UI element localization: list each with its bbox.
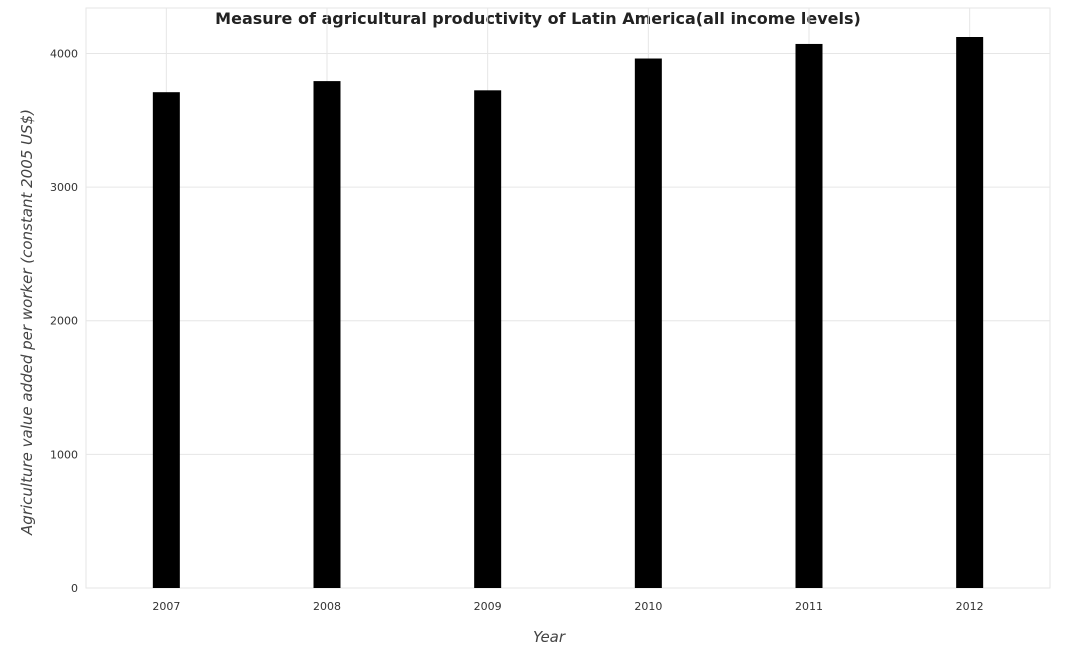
x-tick-label: 2009 xyxy=(474,600,502,613)
bar-2012 xyxy=(956,37,984,588)
bar-2009 xyxy=(474,90,502,589)
x-tick-label: 2007 xyxy=(152,600,180,613)
y-axis-ticks: 0 1000 2000 3000 4000 xyxy=(50,47,78,595)
bar-2010 xyxy=(634,58,662,589)
gridlines xyxy=(85,7,1051,589)
y-tick-label: 1000 xyxy=(50,448,78,461)
x-axis-label: Year xyxy=(533,628,566,646)
chart-title: Measure of agricultural productivity of … xyxy=(215,9,861,28)
x-axis-ticks: 2007 2008 2009 2010 2011 2012 xyxy=(152,600,983,613)
x-tick-label: 2012 xyxy=(956,600,984,613)
y-tick-label: 2000 xyxy=(50,315,78,328)
x-tick-label: 2011 xyxy=(795,600,823,613)
x-tick-label: 2010 xyxy=(634,600,662,613)
plot-area xyxy=(85,7,1051,589)
x-tick-label: 2008 xyxy=(313,600,341,613)
bar-2011 xyxy=(795,43,823,588)
bar-2008 xyxy=(313,81,341,588)
y-tick-label: 0 xyxy=(71,582,78,595)
y-tick-label: 4000 xyxy=(50,47,78,60)
y-tick-label: 3000 xyxy=(50,181,78,194)
y-axis-label: Agriculture value added per worker (cons… xyxy=(18,109,36,536)
bars xyxy=(152,37,984,589)
bar-2007 xyxy=(152,92,180,589)
